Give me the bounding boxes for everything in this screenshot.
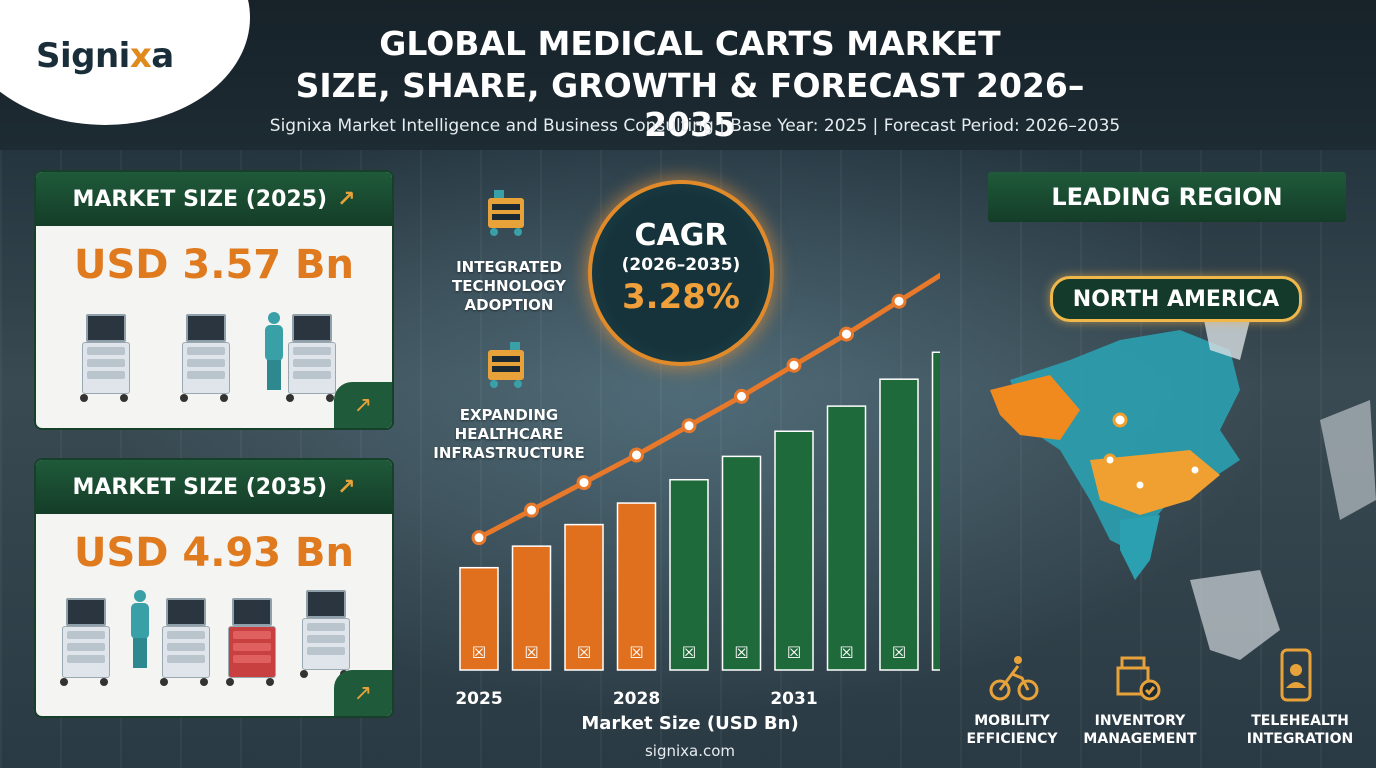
medical-cart-illustration [158, 598, 212, 688]
medical-cart-illustration [78, 314, 132, 404]
cagr-label: CAGR [634, 218, 728, 253]
market-size-2035-value: USD 4.93 Bn [74, 530, 354, 576]
chart-bar-2028 [616, 502, 657, 671]
nurse-illustration [128, 590, 152, 670]
chart-point-2025 [471, 530, 487, 546]
chart-tick-label-2025: 2025 [455, 689, 502, 709]
cyclist-icon [989, 656, 1039, 701]
medical-cart-icon [488, 190, 524, 236]
brand-logo: Signixa [36, 36, 174, 76]
chart-point-2031 [786, 357, 802, 373]
chart-bar-2034 [931, 351, 940, 671]
chart-tick-label-2031: 2031 [770, 689, 817, 709]
cart-icon: ☒ [629, 643, 643, 662]
cagr-value: 3.28% [622, 277, 740, 317]
chart-point-2033 [891, 293, 907, 309]
cart-icon: ☒ [472, 643, 486, 662]
chart-bar-2031 [774, 430, 814, 671]
chart-point-2026 [524, 502, 539, 518]
driver-expanding-healthcare: EXPANDING HEALTHCARE INFRASTRUCTURE [433, 406, 585, 462]
cart-icon: ☒ [892, 643, 906, 662]
chart-point-2029 [681, 418, 697, 434]
market-size-2035-card: MARKET SIZE (2035) ↗ USD 4.93 Bn ↗ [36, 460, 392, 716]
cagr-period: (2026–2035) [621, 255, 741, 275]
growth-arrow-icon: ↗ [334, 382, 392, 428]
medical-cart-icon [488, 342, 524, 388]
market-size-bar-chart: ☒2025☒☒☒2028☒☒☒2031☒☒☒☒2035 [455, 272, 940, 709]
feature-mobility-efficiency: MOBILITY EFFICIENCY [966, 713, 1058, 747]
north-america-map [990, 300, 1376, 660]
trend-arrow-icon: ↗ [337, 186, 356, 212]
chart-bar-2026 [511, 545, 552, 671]
leading-region-name: NORTH AMERICA [1050, 276, 1302, 322]
chart-point-2028 [629, 447, 644, 463]
market-size-2025-card: MARKET SIZE (2025) ↗ USD 3.57 Bn ↗ [36, 172, 392, 428]
driver-integrated-technology: INTEGRATED TECHNOLOGY ADOPTION [452, 258, 566, 314]
page-title-line2: SIZE, SHARE, GROWTH & FORECAST 2026–2035 [295, 66, 1085, 144]
feature-inventory-management: INVENTORY MANAGEMENT [1083, 713, 1197, 747]
chart-bar-2030 [721, 455, 762, 671]
chart-x-axis-label: Market Size (USD Bn) [581, 713, 799, 734]
cart-icon: ☒ [524, 643, 538, 662]
growth-arrow-icon: ↗ [334, 670, 392, 716]
medical-cart-illustration [298, 590, 352, 680]
medical-cart-illustration [58, 598, 112, 688]
footer-website: signixa.com [644, 742, 736, 760]
chart-point-2032 [839, 326, 854, 342]
card-caption: MARKET SIZE (2035) ↗ [36, 460, 392, 514]
page-subtitle: Signixa Market Intelligence and Business… [269, 116, 1121, 136]
chart-trend-line [477, 272, 940, 540]
cart-icon: ☒ [734, 643, 748, 662]
chart-tick-label-2028: 2028 [613, 689, 660, 709]
smartphone-doctor-icon [1280, 648, 1312, 702]
leading-region-caption: LEADING REGION [988, 172, 1346, 222]
feature-telehealth-integration: TELEHEALTH INTEGRATION [1246, 713, 1354, 747]
chart-point-2030 [734, 388, 749, 404]
market-size-2025-value: USD 3.57 Bn [74, 242, 354, 288]
chart-bar-2033 [879, 378, 919, 671]
inventory-box-icon [1116, 656, 1161, 701]
medical-cart-illustration [178, 314, 232, 404]
card-caption: MARKET SIZE (2025) ↗ [36, 172, 392, 226]
medical-cart-illustration [224, 598, 278, 688]
nurse-illustration [262, 312, 286, 392]
chart-bar-2025 [459, 566, 499, 671]
page-title-line1: GLOBAL MEDICAL CARTS MARKET [379, 24, 1001, 63]
cagr-badge: CAGR (2026–2035) 3.28% [592, 184, 770, 362]
chart-bar-2032 [826, 405, 867, 671]
cart-icon: ☒ [682, 643, 696, 662]
header: Signixa GLOBAL MEDICAL CARTS MARKET SIZE… [0, 0, 1376, 150]
cart-icon: ☒ [787, 643, 801, 662]
chart-point-2027 [576, 475, 592, 491]
trend-arrow-icon: ↗ [337, 474, 356, 500]
cart-icon: ☒ [839, 643, 853, 662]
medical-cart-illustration [284, 314, 338, 404]
cart-icon: ☒ [577, 643, 591, 662]
chart-bar-2029 [669, 478, 709, 671]
chart-bar-2027 [564, 523, 604, 671]
